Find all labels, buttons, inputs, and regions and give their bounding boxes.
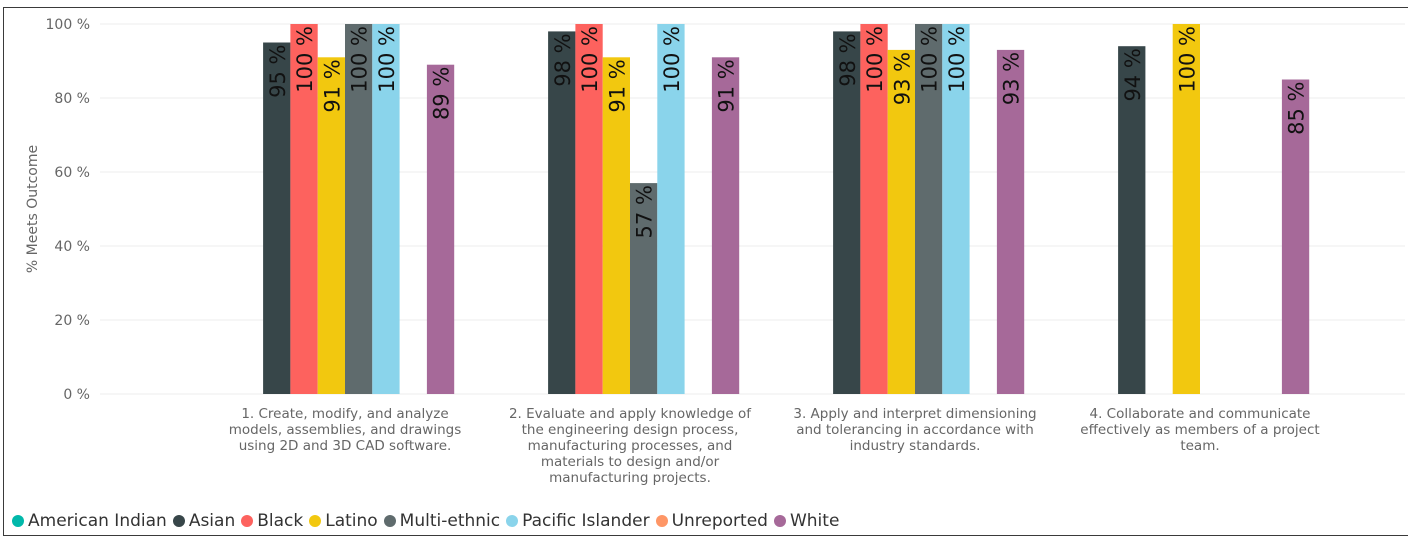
legend-marker-icon: [655, 515, 668, 527]
data-label: 91 %: [320, 59, 344, 112]
data-label: 100 %: [293, 26, 317, 93]
category-label-line: 3. Apply and interpret dimensioning: [793, 406, 1036, 422]
legend-item[interactable]: American Indian: [12, 511, 167, 531]
category-label-line: models, assemblies, and drawings: [229, 422, 461, 438]
category-label: 4. Collaborate and communicateeffectivel…: [1080, 406, 1319, 454]
data-label: 95 %: [266, 45, 290, 98]
data-label: 100 %: [945, 26, 969, 93]
bar: [1281, 79, 1310, 394]
data-labels: 95 % 100 % 91 % 100 % 100 %89 %98 % 100 % 91 %…: [266, 26, 1309, 238]
legend-label: Multi-ethnic: [399, 511, 501, 531]
bar: [602, 57, 630, 395]
y-tick-label: 60 %: [54, 165, 90, 181]
legend-marker-icon: [383, 515, 396, 527]
legend-label: American Indian: [28, 511, 167, 531]
bar: [630, 183, 658, 394]
y-tick-label: 0 %: [63, 387, 90, 403]
category-label-line: 1. Create, modify, and analyze: [241, 406, 448, 422]
category-label-line: 4. Collaborate and communicate: [1089, 406, 1310, 422]
category-label-line: the engineering design process,: [522, 422, 739, 438]
legend-label: White: [789, 511, 840, 531]
data-label: 100 %: [863, 26, 887, 93]
data-label: 98 %: [836, 33, 860, 86]
y-tick-label: 80 %: [54, 91, 90, 107]
legend-label: Black: [257, 511, 304, 531]
bar: [1118, 46, 1146, 394]
category-label-line: industry standards.: [850, 438, 981, 454]
data-label: 100 %: [918, 26, 942, 93]
bar: [996, 49, 1025, 395]
legend-item[interactable]: Unreported: [655, 511, 768, 531]
legend-label: Pacific Islander: [522, 511, 650, 531]
bar: [575, 24, 603, 394]
data-label: 100 %: [348, 26, 372, 93]
legend-marker-icon: [773, 515, 786, 527]
legend-label: Latino: [325, 511, 378, 531]
legend-marker-icon: [172, 515, 185, 527]
data-label: 100 %: [660, 26, 684, 93]
bar: [317, 57, 345, 395]
bar: [657, 24, 685, 394]
data-label: 89 %: [430, 67, 454, 120]
bar: [263, 42, 291, 394]
data-label: 100 %: [375, 26, 399, 93]
category-label-line: manufacturing projects.: [549, 470, 711, 486]
legend-label: Asian: [188, 511, 236, 531]
data-label: 91 %: [715, 59, 739, 112]
data-label: 94 %: [1121, 48, 1145, 101]
legend-item[interactable]: Multi-ethnic: [383, 511, 501, 531]
y-axis-title: % Meets Outcome: [25, 145, 41, 273]
legend-item[interactable]: Pacific Islander: [506, 511, 650, 531]
y-axis-ticks: 0 % 20 % 40 % 60 % 80 % 100 %: [46, 17, 90, 403]
y-tick-label: 40 %: [54, 239, 90, 255]
y-tick-label: 100 %: [46, 17, 90, 33]
legend-marker-icon: [506, 515, 519, 527]
bar: [833, 31, 861, 395]
category-label-line: team.: [1180, 438, 1219, 454]
data-label: 100 %: [578, 26, 602, 93]
bar: [860, 24, 888, 394]
bar: [915, 24, 943, 394]
category-label-line: manufacturing processes, and: [528, 438, 733, 454]
legend-item[interactable]: Asian: [172, 511, 236, 531]
legend-marker-icon: [241, 515, 254, 527]
bar: [290, 24, 318, 394]
data-label: 93 %: [1000, 52, 1024, 105]
legend-label: Unreported: [671, 511, 768, 531]
bar: [426, 64, 455, 394]
data-label: 91 %: [605, 59, 629, 112]
data-label: 93 %: [890, 52, 914, 105]
legend-marker-icon: [12, 515, 24, 527]
bar: [1172, 24, 1200, 394]
bar: [372, 24, 400, 394]
bar: [548, 31, 576, 395]
chart-frame: [3, 7, 1408, 536]
data-label: 100 %: [1175, 26, 1199, 93]
category-label-line: 2. Evaluate and apply knowledge of: [509, 406, 752, 422]
legend-item[interactable]: Latino: [309, 511, 378, 531]
legend: American Indian Asian Black Latino Multi-eth…: [12, 509, 845, 533]
category-label-line: effectively as members of a project: [1080, 422, 1319, 438]
legend-item[interactable]: White: [773, 511, 840, 531]
category-label-line: and tolerancing in accordance with: [796, 422, 1034, 438]
data-label: 57 %: [633, 185, 657, 238]
bar: [711, 57, 740, 395]
y-tick-label: 20 %: [54, 313, 90, 329]
bar: [942, 24, 970, 394]
bars: [263, 24, 1310, 395]
data-label: 85 %: [1285, 82, 1309, 135]
bar: [345, 24, 373, 394]
bar-chart: % Meets Outcome 0 % 20 % 40 % 60 % 80 % 100 %…: [25, 17, 1405, 486]
legend-marker-icon: [309, 515, 322, 527]
legend-item[interactable]: Black: [241, 511, 303, 531]
category-label-line: using 2D and 3D CAD software.: [239, 438, 452, 454]
bar: [887, 49, 915, 395]
category-label-line: materials to design and/or: [541, 454, 720, 470]
data-label: 98 %: [551, 33, 575, 86]
